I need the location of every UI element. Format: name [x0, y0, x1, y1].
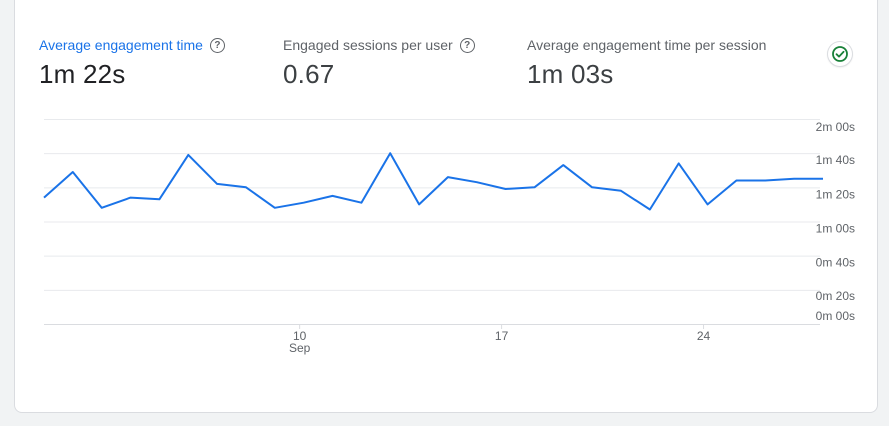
x-tick-label: 17: [495, 329, 509, 343]
x-tick-label: 24: [697, 329, 711, 343]
check-circle-icon: [828, 42, 852, 66]
data-point[interactable]: [67, 166, 79, 178]
y-tick-label: 0m 40s: [816, 256, 855, 270]
y-tick-label: 1m 40s: [816, 153, 855, 167]
y-tick-label: 0m 00s: [816, 309, 855, 323]
x-tick-month-label: Sep: [289, 341, 311, 355]
data-point[interactable]: [644, 204, 656, 216]
data-point[interactable]: [586, 181, 598, 193]
data-point[interactable]: [384, 147, 396, 159]
y-tick-label: 2m 00s: [816, 120, 855, 134]
y-tick-label: 0m 20s: [816, 289, 855, 303]
data-point[interactable]: [96, 202, 108, 214]
data-point[interactable]: [240, 181, 252, 193]
data-point[interactable]: [153, 193, 165, 205]
data-point[interactable]: [615, 185, 627, 197]
data-point[interactable]: [442, 171, 454, 183]
metric-label: Engaged sessions per user: [283, 37, 453, 53]
data-point[interactable]: [211, 178, 223, 190]
data-point[interactable]: [269, 202, 281, 214]
data-point[interactable]: [413, 198, 425, 210]
metrics-card: Average engagement time ? 1m 22s Engaged…: [14, 0, 878, 413]
x-tick-label: 10: [293, 329, 307, 343]
data-point[interactable]: [557, 159, 569, 171]
help-icon[interactable]: ?: [209, 37, 225, 53]
data-point[interactable]: [817, 173, 829, 185]
metric-value: 1m 22s: [39, 59, 126, 89]
data-point[interactable]: [759, 175, 771, 187]
help-icon[interactable]: ?: [459, 37, 475, 53]
data-point[interactable]: [500, 183, 512, 195]
metric-engaged-sessions-per-user[interactable]: Engaged sessions per user ? 0.67: [283, 37, 475, 90]
data-point[interactable]: [355, 197, 367, 209]
data-point[interactable]: [673, 157, 685, 169]
metric-average-engagement-time[interactable]: Average engagement time ? 1m 22s: [39, 37, 225, 90]
data-point[interactable]: [471, 176, 483, 188]
metric-value: 0.67: [283, 59, 335, 89]
metric-label: Average engagement time: [39, 37, 203, 53]
metric-value: 1m 03s: [527, 59, 614, 89]
data-point[interactable]: [125, 192, 137, 204]
data-point[interactable]: [298, 197, 310, 209]
y-tick-label: 1m 20s: [816, 187, 855, 201]
series-line: [43, 152, 823, 211]
y-tick-label: 1m 00s: [816, 222, 855, 236]
metric-average-engagement-time-per-session[interactable]: Average engagement time per session 1m 0…: [527, 37, 766, 90]
data-point[interactable]: [182, 149, 194, 161]
metric-label: Average engagement time per session: [527, 37, 767, 53]
data-point[interactable]: [529, 181, 541, 193]
data-point[interactable]: [788, 173, 800, 185]
data-point[interactable]: [38, 192, 50, 204]
data-point[interactable]: [730, 175, 742, 187]
data-point[interactable]: [327, 190, 339, 202]
data-point[interactable]: [702, 198, 714, 210]
